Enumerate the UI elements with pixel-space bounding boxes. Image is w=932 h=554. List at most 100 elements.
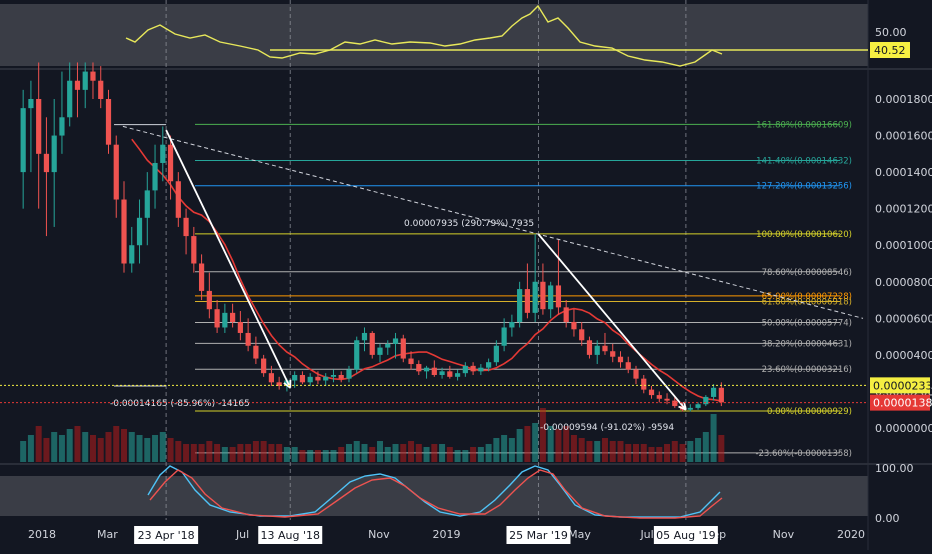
candle [602, 332, 608, 355]
candle-body [400, 338, 406, 359]
candle-body [602, 345, 608, 352]
annotation-0: 0.00007935 (290.79%) 7935 [404, 219, 534, 229]
candle-body [113, 144, 119, 200]
volume-bar [656, 447, 663, 462]
candle [268, 365, 275, 386]
volume-bar [159, 432, 166, 462]
volume-bar [237, 444, 244, 462]
candle [439, 367, 445, 379]
candle-body [610, 351, 616, 357]
candle-body [377, 347, 383, 355]
candle [191, 226, 197, 273]
candle [648, 385, 655, 399]
volume-bar [702, 432, 709, 462]
candle [183, 208, 189, 255]
candle [672, 396, 678, 408]
move-line-2018 [165, 129, 292, 389]
fib-label-4: 78.60%(0.00008546) [762, 268, 852, 278]
volume-bar [563, 426, 570, 462]
x-tick-label: May [568, 528, 591, 541]
candle [594, 340, 600, 365]
candle [175, 172, 181, 227]
candle-body [454, 373, 461, 377]
volume-bar [89, 435, 96, 462]
candle [540, 263, 546, 315]
candle-body [493, 345, 499, 363]
volume-bar [252, 441, 259, 462]
candle-body [423, 367, 430, 372]
candle-body [28, 99, 34, 109]
candle [245, 318, 251, 352]
candle-body [439, 371, 445, 375]
volume-bar [470, 447, 477, 462]
volume-bar [462, 450, 469, 462]
candle [656, 391, 662, 403]
candle [392, 332, 399, 359]
candle [292, 371, 298, 388]
candle-body [524, 289, 530, 313]
x-tick-label: 2019 [433, 528, 461, 541]
volume-bar [121, 429, 128, 462]
volume-bar [501, 435, 508, 462]
volume-bar [183, 444, 190, 462]
candle [524, 263, 530, 319]
candle-body [586, 340, 593, 355]
volume-bar [113, 426, 120, 462]
candle [299, 371, 306, 385]
moving-average-line [131, 138, 722, 402]
candle [610, 343, 616, 363]
volume-bar [485, 444, 492, 462]
rsi-line [125, 4, 723, 67]
candle [486, 358, 492, 372]
volume-bar [477, 447, 484, 462]
candle-body [105, 99, 112, 145]
candle-body [237, 321, 243, 333]
candle [532, 234, 538, 322]
candle [214, 300, 220, 333]
volume-bar [276, 444, 283, 462]
candle-body [633, 369, 639, 379]
volume-bar [671, 441, 678, 462]
volume-bar [152, 435, 159, 462]
volume-bar [206, 441, 213, 462]
volume-bar [198, 444, 205, 462]
volume-bar [97, 438, 104, 462]
candle-body [222, 312, 228, 328]
candle-body [67, 80, 73, 118]
fib-label-8: 38.20%(0.00004631) [762, 339, 852, 349]
candle [167, 135, 174, 200]
candle-body [43, 153, 50, 173]
fib-label-10: 0.00%(0.00000929) [767, 407, 852, 417]
trendline-dashed [122, 125, 864, 319]
candle [136, 199, 143, 264]
candle-body [82, 71, 88, 90]
candle-body [245, 332, 251, 346]
volume-bar [377, 441, 384, 462]
candle [354, 336, 360, 374]
volume-bar [214, 444, 221, 462]
move-line-2019-arrowhead [678, 401, 687, 411]
volume-bar [539, 408, 546, 462]
candle [625, 356, 631, 374]
candle [501, 318, 507, 352]
volume-bar [594, 441, 601, 462]
volume-bar [43, 438, 50, 462]
annotation-1: -0.00014165 (-85.96%) -14165 [110, 399, 250, 409]
candle-body [517, 289, 523, 322]
cursor-date-label-3: 05 Aug '19 [656, 529, 716, 542]
volume-bar [633, 444, 640, 462]
volume-bar [35, 426, 42, 462]
candle [323, 373, 329, 386]
candle-body [129, 245, 135, 264]
volume-bar [51, 432, 58, 462]
candle-body [571, 321, 577, 330]
candle [43, 117, 50, 237]
candle [517, 281, 523, 328]
candle-body [447, 371, 453, 377]
volume-bar [439, 444, 446, 462]
candle-body [121, 199, 127, 264]
